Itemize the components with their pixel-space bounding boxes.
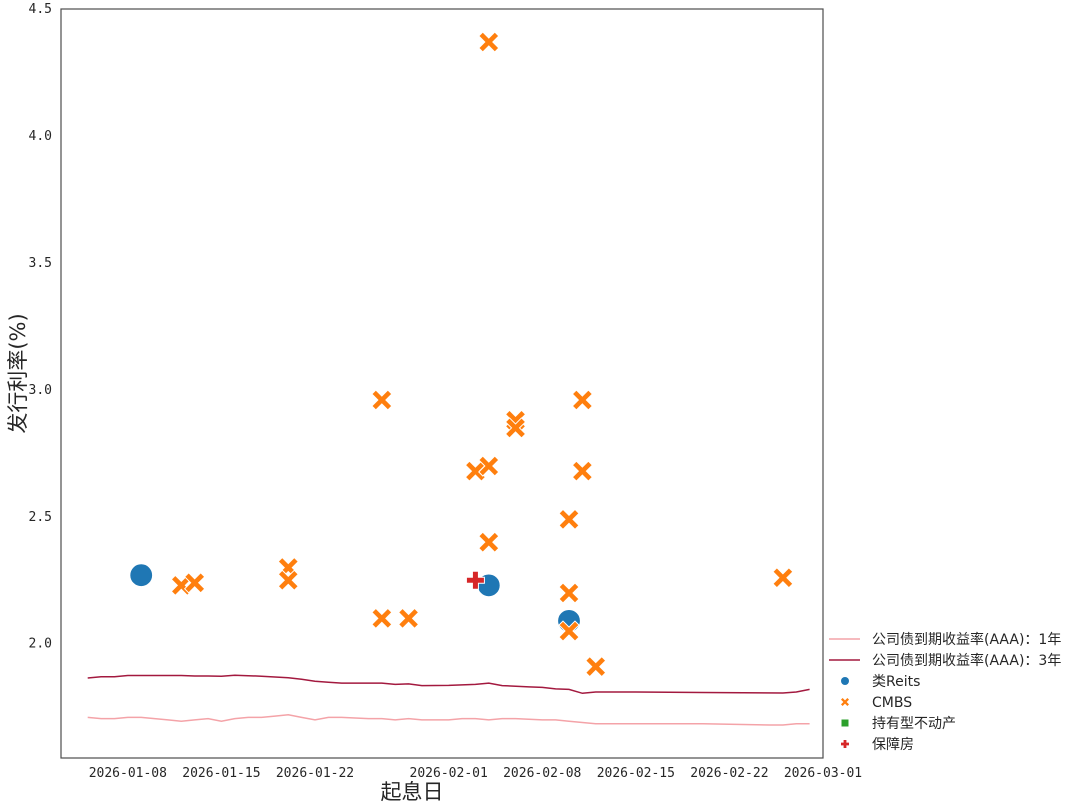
cmbs-point (183, 572, 206, 594)
y-axis-title: 发行利率(%) (6, 313, 30, 433)
cmbs-point (772, 567, 794, 589)
x-tick-label: 2026-01-15 (182, 766, 260, 781)
legend-x-swatch (841, 698, 849, 706)
yield-line (87, 674, 810, 695)
legend-circle-swatch (841, 677, 849, 685)
cmbs-point (478, 455, 500, 477)
cmbs-point (504, 417, 527, 439)
line-series-layer (87, 674, 810, 726)
cmbs-point (585, 655, 607, 678)
cmbs-point (371, 389, 393, 411)
x-tick-label: 2026-02-22 (690, 766, 768, 781)
yield-line (87, 714, 810, 726)
y-tick-label: 3.0 (29, 383, 52, 398)
y-tick-label: 2.5 (29, 510, 52, 525)
y-tick-label: 3.5 (29, 256, 52, 271)
y-tick-label: 2.0 (29, 637, 52, 652)
x-tick-label: 2026-01-22 (276, 766, 354, 781)
legend-label: 公司债到期收益率(AAA)：3年 (872, 652, 1061, 669)
x-axis-title: 起息日 (381, 780, 444, 804)
legend-label: 类Reits (872, 674, 920, 690)
cmbs-point (558, 508, 580, 531)
plot-frame (60, 8, 824, 759)
legend-label: 保障房 (872, 737, 914, 753)
scatter-points-layer (129, 31, 794, 678)
cmbs-point (558, 620, 580, 642)
cmbs-point (571, 389, 594, 411)
cmbs-point (371, 607, 393, 630)
legend-label: 公司债到期收益率(AAA)：1年 (872, 631, 1061, 648)
legend-label: 持有型不动产 (872, 716, 956, 732)
cmbs-point (478, 31, 500, 53)
cmbs-point (571, 460, 594, 482)
x-tick-label: 2026-02-08 (503, 766, 581, 781)
cmbs-point (478, 531, 500, 553)
cmbs-point (277, 569, 299, 591)
legend-plus-swatch (841, 740, 849, 748)
axis-ticks-layer: 2.0 2.5 3.0 3.5 4.0 4.5 2026-01-08 2026-01-15 20… (29, 2, 863, 781)
housing-point (465, 570, 485, 590)
x-tick-label: 2026-02-15 (597, 766, 675, 781)
x-tick-label: 2026-03-01 (784, 766, 862, 781)
x-tick-label: 2026-01-08 (89, 766, 167, 781)
cmbs-point (397, 607, 420, 630)
legend-label: CMBS (872, 695, 912, 711)
legend-square-swatch (841, 719, 849, 727)
y-tick-label: 4.0 (29, 129, 52, 144)
cmbs-point (558, 582, 580, 604)
y-tick-label: 4.5 (29, 2, 52, 17)
x-tick-label: 2026-02-01 (410, 766, 488, 781)
reits-point (129, 563, 154, 588)
